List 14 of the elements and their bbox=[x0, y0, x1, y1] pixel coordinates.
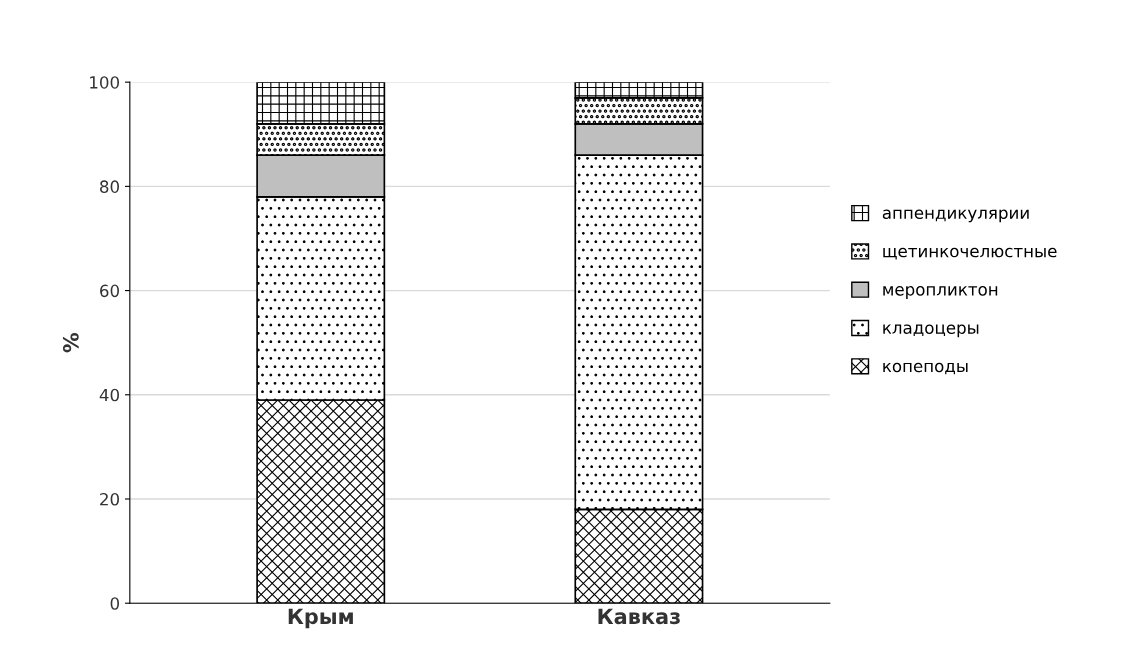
x-tick-label: Крым bbox=[288, 608, 353, 629]
y-tick-label: 40 bbox=[99, 388, 120, 402]
y-tick-label: 100 bbox=[90, 76, 120, 89]
legend-label: кладоцеры bbox=[883, 324, 979, 338]
y-tick-label: 0 bbox=[110, 597, 120, 610]
legend-label: аппендикулярии bbox=[882, 209, 1029, 223]
y-tick-label: 20 bbox=[100, 492, 120, 506]
y-axis-title: % bbox=[62, 332, 79, 353]
x-tick-label: Кавказ bbox=[598, 608, 680, 625]
y-tick-label: 80 bbox=[100, 180, 120, 193]
y-tick-label: 60 bbox=[100, 284, 120, 298]
legend-label: копеподы bbox=[883, 362, 968, 375]
legend-label: щетинкочелюстные bbox=[883, 247, 1057, 260]
legend-label: меропликтон bbox=[883, 286, 998, 299]
